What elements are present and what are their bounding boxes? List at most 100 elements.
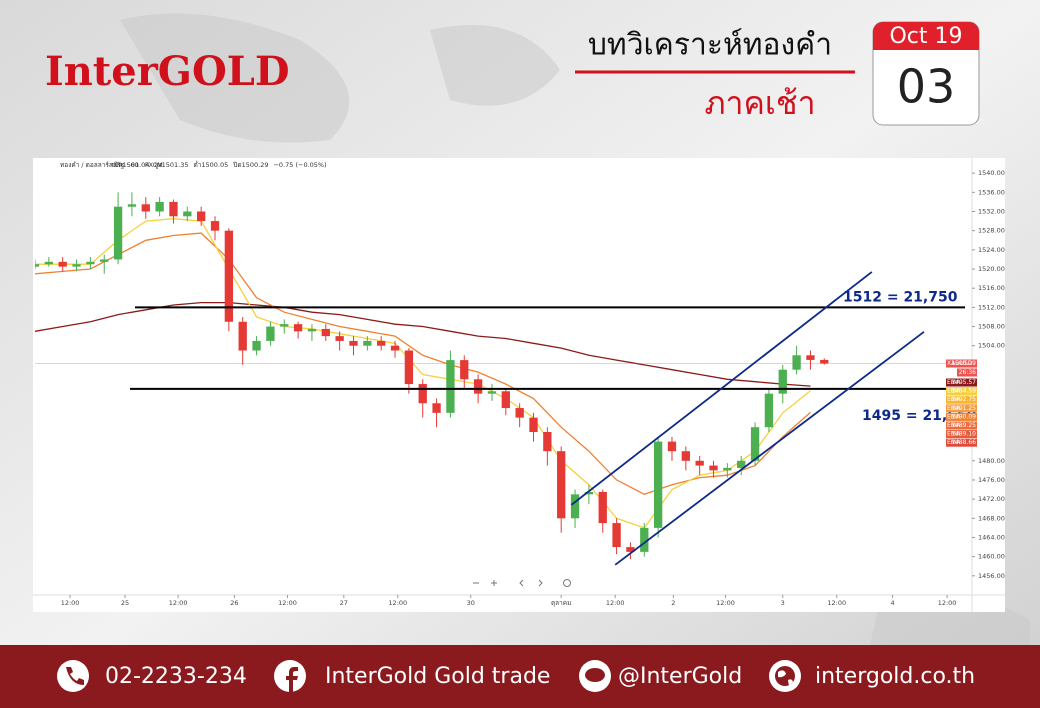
y-tick-label: 1468.00 — [978, 514, 1005, 522]
chart-nav — [473, 579, 571, 587]
candle-body — [764, 393, 774, 428]
y-tick-label: 1528.00 — [978, 227, 1005, 235]
candle-body — [806, 355, 815, 360]
candle-body — [86, 261, 95, 265]
price-tag — [946, 412, 977, 421]
x-tick-label: 12:00 — [827, 599, 846, 607]
candle-body — [100, 259, 109, 262]
y-tick-label: 1512.00 — [978, 303, 1005, 311]
price-tag-name: EMA — [947, 388, 961, 395]
calendar-top — [873, 22, 979, 50]
candle-body — [252, 340, 261, 351]
y-tick-label: 1536.00 — [978, 188, 1005, 196]
y-tick-label: 1532.00 — [978, 207, 1005, 215]
price-tag-name: XAUUSD — [947, 360, 973, 367]
candle-body — [487, 391, 497, 394]
price-tag-name: EMA — [947, 396, 961, 403]
candle-body — [197, 211, 206, 222]
candle-body — [183, 211, 192, 217]
candle-body — [113, 206, 123, 260]
brand: InterGOLD — [45, 48, 290, 95]
candle-body — [750, 427, 760, 461]
x-tick-label: 12:00 — [606, 599, 625, 607]
ohlc-stat: −0.75 (−0.05%) — [273, 161, 326, 169]
price-tag-value: 1495.57 — [951, 379, 976, 386]
ohlc-stat: สูง1501.35 — [154, 161, 188, 169]
candle-body — [820, 359, 829, 364]
price-tag-value: 1488.66 — [951, 439, 976, 446]
x-tick-label: 2 — [671, 599, 675, 607]
candle-body — [570, 494, 580, 519]
candle-body — [473, 379, 483, 394]
price-tag-value: 1492.75 — [951, 396, 976, 403]
price-tag — [946, 378, 977, 387]
y-tick-label: 1520.00 — [978, 265, 1005, 273]
plot-area — [35, 192, 972, 560]
x-tick-label: 3 — [781, 599, 785, 607]
level-label: 1512 = 21,750 — [843, 289, 958, 305]
candle-body — [280, 324, 289, 327]
price-tag-value: 1490.09 — [951, 413, 976, 420]
candle-body — [418, 384, 427, 404]
candle-body — [432, 403, 441, 413]
x-tick-label: 30 — [467, 599, 475, 607]
y-tick-label: 1456.00 — [978, 572, 1005, 580]
footer-website: intergold.co.th — [815, 664, 975, 689]
x-tick-label: 12:00 — [938, 599, 957, 607]
x-tick-label: 25 — [121, 599, 129, 607]
price-tag-value: 1489.25 — [951, 422, 976, 429]
price-tag — [946, 404, 977, 413]
price-tag-name: EMA — [947, 422, 961, 429]
price-tag — [946, 387, 977, 396]
candle-body — [612, 523, 621, 548]
price-tag-name: EMA — [947, 439, 961, 446]
candle-body — [224, 230, 234, 322]
trend-line — [570, 271, 873, 506]
price-tag-name: EMA — [947, 405, 961, 412]
candle-body — [404, 350, 414, 385]
candle-body — [723, 467, 732, 471]
price-tag — [946, 438, 977, 447]
price-tag — [946, 395, 977, 404]
countdown: 26:36 — [959, 369, 976, 376]
y-tick-label: 1508.00 — [978, 323, 1005, 331]
candle-body — [681, 451, 690, 461]
candle-body — [238, 321, 247, 351]
candle-body — [35, 264, 40, 267]
y-tick-label: 1476.00 — [978, 476, 1005, 484]
candle-body — [695, 460, 704, 466]
candle-body — [626, 547, 635, 552]
candle-body — [141, 204, 150, 212]
candle-body — [169, 201, 178, 217]
ohlc-stat: เปิด1501.04 — [112, 161, 149, 169]
x-tick-label: 26 — [230, 599, 238, 607]
candle-body — [737, 460, 746, 468]
y-tick-label: 1524.00 — [978, 246, 1005, 254]
candle-body — [335, 336, 344, 341]
y-tick-label: 1472.00 — [978, 495, 1005, 503]
candle-body — [792, 355, 801, 370]
price-tag-name: EMA — [947, 431, 961, 438]
candle-body — [709, 465, 718, 471]
footer-bar — [0, 645, 1040, 708]
x-tick-label: 12:00 — [388, 599, 407, 607]
candle-body — [778, 369, 787, 394]
ema-line — [35, 232, 811, 496]
price-tag — [946, 359, 977, 368]
y-tick-label: 1460.00 — [978, 553, 1005, 561]
y-tick-label: 1480.00 — [978, 457, 1005, 465]
candle-body — [266, 326, 275, 341]
chart-panel — [33, 158, 1005, 612]
y-tick-label: 1504.00 — [978, 342, 1005, 350]
ohlc-stat: ปิด1500.29 — [233, 161, 269, 169]
candle-body — [584, 491, 594, 495]
price-tag-value: 1494.59 — [951, 388, 976, 395]
price-tag-value: 1500.29 — [951, 360, 976, 367]
x-tick-label: 4 — [891, 599, 895, 607]
candle-body — [598, 491, 607, 524]
candle-body — [667, 441, 677, 452]
x-tick-label: ตุลาคม — [551, 599, 572, 607]
ohlc-stat: ต่ำ1500.05 — [193, 160, 228, 169]
candle-body — [321, 328, 330, 337]
